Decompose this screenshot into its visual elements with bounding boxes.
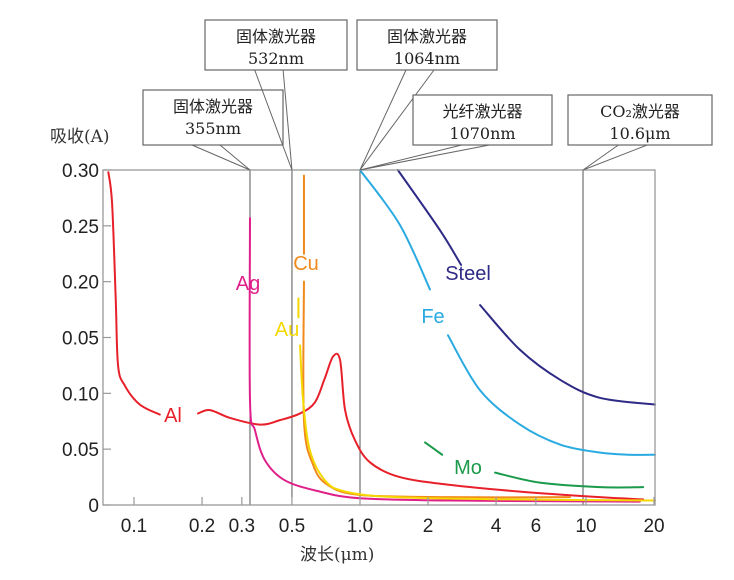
- laser-callout: 固体激光器 355nm: [142, 89, 284, 171]
- y-tick-label: 0.30: [62, 161, 99, 182]
- callout-box: [142, 89, 284, 146]
- laser-callout: 固体激光器 1064nm: [356, 19, 498, 171]
- series-line: [107, 171, 161, 416]
- x-axis-label: 波长(μm): [300, 545, 374, 565]
- series-label: Steel: [445, 263, 491, 285]
- y-tick-label: 0: [88, 496, 99, 517]
- callout-wavelength: 1064nm: [394, 49, 460, 68]
- x-tick-label: 2: [423, 516, 434, 537]
- series-label: Fe: [421, 306, 444, 328]
- series-au: [297, 297, 657, 502]
- x-tick-label: 0.2: [189, 516, 215, 537]
- series-label: Cu: [293, 253, 319, 275]
- series-mo: [424, 441, 645, 489]
- plot-frame: [102, 169, 656, 506]
- y-axis-label: 吸收(A): [50, 127, 110, 147]
- callout-wavelength: 1070nm: [449, 124, 515, 143]
- series-label: Al: [164, 405, 182, 427]
- y-tick-label: 0.10: [62, 384, 99, 405]
- callout-pointer: [254, 69, 293, 171]
- series-label: Ag: [236, 273, 260, 295]
- x-tick-label: 1.0: [347, 516, 373, 537]
- callout-box: [412, 94, 553, 146]
- series-fe: [359, 169, 657, 456]
- x-tick-label: 4: [491, 516, 502, 537]
- series-al: [107, 171, 645, 501]
- series-line: [446, 334, 657, 456]
- callout-title: 固体激光器: [236, 27, 316, 46]
- series-line: [479, 304, 657, 406]
- x-tick-label: 0.5: [279, 516, 305, 537]
- y-tick-label: 0.20: [62, 273, 99, 294]
- series-steel: [396, 169, 657, 406]
- callout-box: [204, 19, 348, 71]
- callout-wavelength: 10.6μm: [609, 124, 670, 143]
- callout-title: 光纤激光器: [442, 102, 522, 121]
- laser-callout: 光纤激光器 1070nm: [359, 94, 553, 171]
- x-tick-label: 0.3: [229, 516, 255, 537]
- callout-title: 固体激光器: [173, 97, 253, 116]
- series-line: [494, 471, 645, 489]
- series-line: [396, 169, 463, 266]
- callout-pointer: [191, 144, 251, 171]
- callout-box: [567, 94, 713, 146]
- y-tick-label: 0.25: [62, 217, 99, 238]
- series-ag: [248, 217, 641, 503]
- x-tick-label: 0.1: [121, 516, 147, 537]
- callout-box: [356, 19, 498, 71]
- series-line: [248, 217, 641, 503]
- x-tick-label: 20: [643, 516, 664, 537]
- series-label: Au: [275, 319, 299, 341]
- laser-callout: 固体激光器 532nm: [204, 19, 348, 171]
- x-tick-label: 10: [575, 516, 596, 537]
- y-tick-label: 0.05: [62, 440, 99, 461]
- series-line: [359, 169, 431, 291]
- y-tick-label: 0.05: [62, 329, 99, 350]
- callout-pointer: [359, 144, 490, 171]
- x-tick-label: 6: [531, 516, 542, 537]
- series-label: Mo: [454, 457, 482, 479]
- laser-callout: CO₂激光器 10.6μm: [567, 94, 713, 171]
- callout-title: CO₂激光器: [600, 102, 680, 121]
- callout-wavelength: 532nm: [248, 49, 304, 68]
- series-line: [424, 441, 444, 456]
- callout-title: 固体激光器: [387, 27, 467, 46]
- callout-wavelength: 355nm: [185, 119, 241, 138]
- callout-pointer: [582, 144, 648, 171]
- series-line: [299, 344, 657, 502]
- series-line: [197, 352, 645, 501]
